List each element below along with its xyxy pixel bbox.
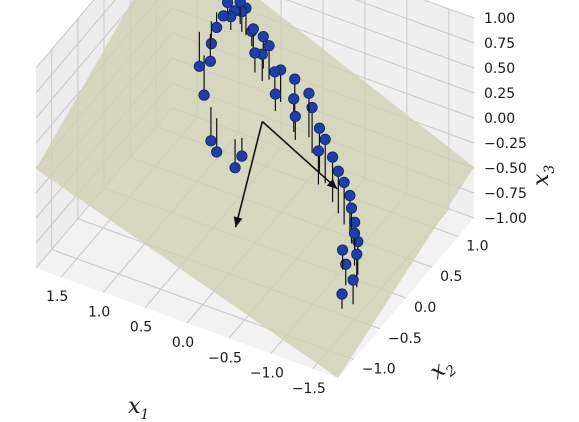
data-point bbox=[289, 110, 301, 123]
x-axis-label: x1 bbox=[128, 394, 149, 422]
data-point bbox=[288, 93, 300, 105]
data-point bbox=[211, 146, 223, 158]
data-point bbox=[336, 288, 348, 300]
principal-arrow bbox=[234, 121, 264, 228]
y-tick-label: −0.5 bbox=[388, 331, 422, 347]
data-point bbox=[319, 133, 331, 145]
z-tick-label: 1.00 bbox=[484, 11, 515, 27]
z-tick-label: 0.00 bbox=[484, 111, 515, 127]
data-point bbox=[263, 40, 275, 52]
principal-arrow bbox=[261, 120, 338, 190]
data-point bbox=[303, 87, 315, 99]
z-tick-label: −1.00 bbox=[484, 211, 527, 227]
grid-line-z bbox=[285, 0, 475, 69]
data-point bbox=[257, 30, 269, 43]
data-point bbox=[198, 89, 210, 101]
data-points-layer bbox=[193, 0, 364, 309]
z-tick-label: −0.50 bbox=[484, 161, 527, 177]
data-point bbox=[236, 150, 248, 162]
data-point bbox=[205, 135, 217, 147]
x-tick-label: 0.0 bbox=[172, 335, 194, 351]
data-point bbox=[269, 66, 281, 78]
x-tick-label: −1.0 bbox=[250, 366, 284, 382]
z-tick-label: 0.50 bbox=[484, 61, 515, 77]
data-point bbox=[289, 73, 301, 85]
projection-plane-layer bbox=[36, 0, 474, 378]
grid-line-z bbox=[354, 0, 475, 44]
x-tick-label: −0.5 bbox=[208, 350, 242, 366]
data-point bbox=[338, 176, 350, 189]
z-tick-label: −0.25 bbox=[484, 136, 527, 152]
principal-arrow-head bbox=[233, 216, 243, 228]
data-point bbox=[313, 122, 326, 134]
y-tick-label: 0.5 bbox=[440, 269, 462, 285]
data-point bbox=[247, 23, 259, 35]
data-point bbox=[326, 151, 339, 163]
grid-line-z bbox=[35, 0, 137, 119]
data-point bbox=[345, 202, 358, 214]
y-tick-label: 0.0 bbox=[414, 300, 436, 316]
projection-plane bbox=[36, 0, 474, 378]
data-point bbox=[205, 38, 217, 50]
grid-line-z bbox=[35, 0, 116, 94]
z-tick-label: 0.25 bbox=[484, 86, 515, 102]
data-point bbox=[336, 244, 349, 256]
z-axis-label: x3 bbox=[529, 165, 558, 186]
data-point bbox=[204, 55, 216, 67]
data-point bbox=[193, 60, 205, 72]
data-point bbox=[348, 227, 361, 239]
principal-arrows-layer bbox=[233, 120, 338, 228]
x-tick-label: 1.5 bbox=[46, 289, 68, 305]
data-point bbox=[347, 274, 359, 286]
data-point bbox=[344, 189, 356, 202]
data-point bbox=[312, 145, 325, 157]
data-point bbox=[234, 0, 246, 8]
data-point bbox=[217, 10, 230, 22]
x-tick-label: 0.5 bbox=[130, 320, 152, 336]
grid-line-z bbox=[35, 0, 95, 69]
x-tick-label: 1.0 bbox=[88, 304, 110, 320]
data-point bbox=[229, 162, 241, 174]
data-point bbox=[249, 47, 261, 59]
data-point bbox=[332, 165, 344, 177]
data-point bbox=[222, 0, 234, 9]
y-axis-label: x2 bbox=[425, 352, 460, 388]
z-tick-label: 0.75 bbox=[484, 36, 515, 52]
tick-labels-layer: −1.5−1.0−0.50.00.51.01.5−1.0−0.50.00.51.… bbox=[46, 11, 527, 397]
data-point bbox=[269, 88, 281, 100]
y-tick-label: 1.0 bbox=[466, 238, 488, 254]
x-tick-label: −1.5 bbox=[292, 381, 326, 397]
y-tick-label: −1.0 bbox=[362, 362, 396, 378]
principal-arrow-head bbox=[326, 178, 338, 189]
z-tick-label: −0.75 bbox=[484, 186, 527, 202]
data-point bbox=[211, 21, 223, 34]
data-point bbox=[351, 248, 363, 260]
